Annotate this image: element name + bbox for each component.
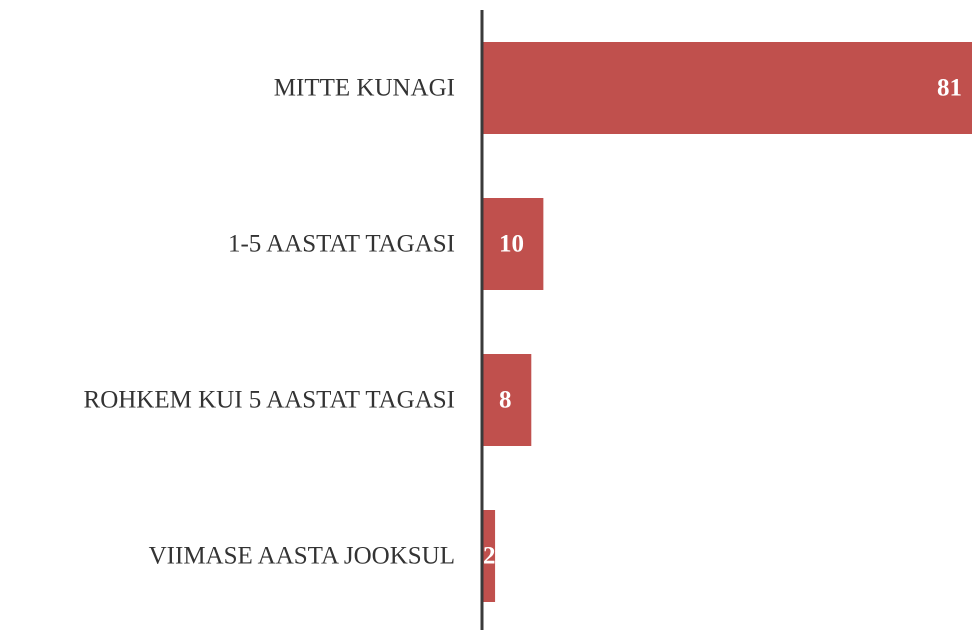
category-label: 1-5 AASTAT TAGASI — [228, 231, 455, 258]
bar — [483, 42, 972, 134]
category-label: VIIMASE AASTA JOOKSUL — [149, 543, 455, 570]
bar — [483, 510, 496, 602]
bar — [483, 198, 544, 290]
category-label: MITTE KUNAGI — [274, 75, 455, 102]
value-label: 81 — [937, 75, 962, 102]
value-label: 10 — [499, 231, 524, 258]
category-label: ROHKEM KUI 5 AASTAT TAGASI — [84, 387, 455, 414]
bar — [483, 354, 532, 446]
value-label: 2 — [483, 543, 496, 570]
value-label: 8 — [499, 387, 512, 414]
